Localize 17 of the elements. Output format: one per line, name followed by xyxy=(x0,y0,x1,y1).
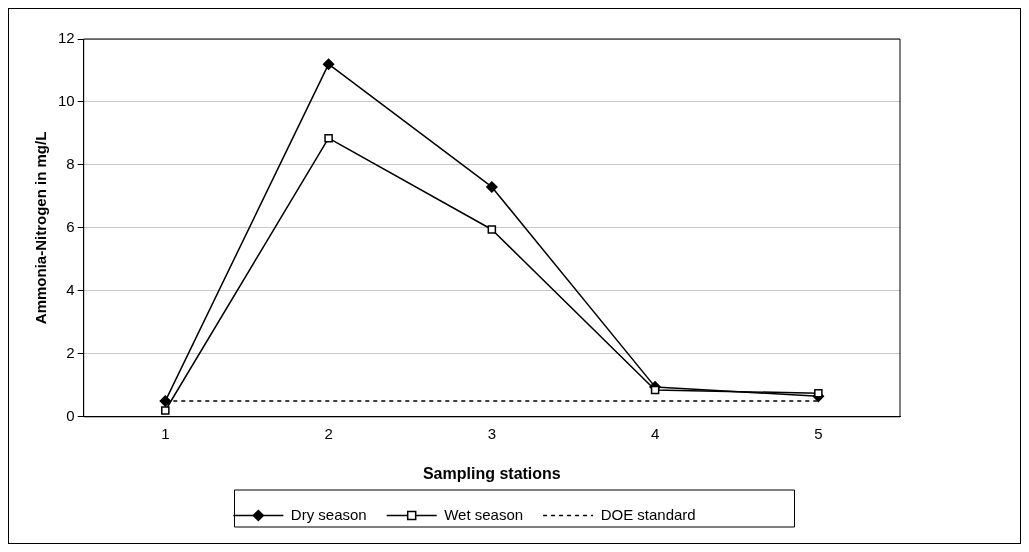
x-tick-label: 2 xyxy=(324,424,333,442)
y-tick-label: 10 xyxy=(58,92,75,110)
y-axis-title: Ammonia-Nitrogen in mg/L xyxy=(32,131,50,325)
x-tick-label: 3 xyxy=(487,424,497,442)
x-tick-label: 4 xyxy=(650,424,660,442)
legend-label: Dry season xyxy=(290,505,367,523)
y-tick-label: 0 xyxy=(66,406,75,424)
y-tick-label: 4 xyxy=(66,281,75,299)
y-tick-label: 8 xyxy=(66,155,75,173)
legend-label: Wet season xyxy=(444,505,524,523)
y-tick-label: 6 xyxy=(66,218,75,236)
y-tick-label: 2 xyxy=(66,343,75,361)
x-tick-label: 5 xyxy=(814,424,823,442)
x-tick-label: 1 xyxy=(161,424,170,442)
x-axis-title: Sampling stations xyxy=(422,464,561,482)
y-tick-label: 12 xyxy=(58,29,75,47)
legend-label: DOE standard xyxy=(600,505,696,523)
